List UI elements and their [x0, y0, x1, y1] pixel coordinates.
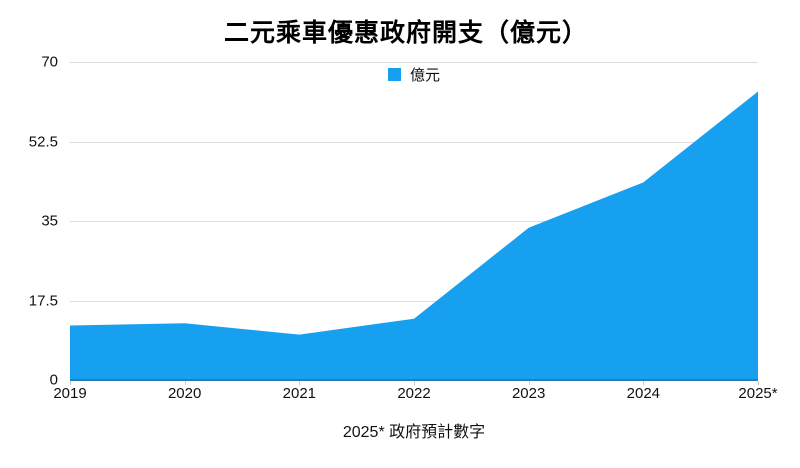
x-tick-label-2021: 2021: [282, 385, 317, 402]
y-tick-label-0: 0: [49, 371, 58, 389]
x-axis-line: [70, 379, 758, 381]
x-tick-label-2022: 2022: [397, 385, 431, 402]
area-series: [70, 91, 758, 380]
x-tick-mark: [414, 381, 415, 385]
x-tick-label-2019: 2019: [53, 385, 87, 402]
gridline-52.5: [70, 141, 758, 143]
x-tick-label-2024: 2024: [626, 385, 661, 402]
plot-area: [70, 62, 758, 381]
y-tick-label-35: 35: [41, 212, 58, 230]
x-tick-label-2020: 2020: [167, 385, 202, 402]
legend-swatch-icon: [387, 68, 401, 81]
x-tick-mark: [70, 381, 71, 385]
x-tick-mark: [184, 381, 186, 385]
legend-label: 億元: [409, 67, 440, 84]
area-series-shape: [70, 91, 758, 380]
x-tick-mark: [643, 381, 645, 385]
gridline-17.5: [70, 300, 758, 302]
x-tick-label-2025*: 2025*: [738, 385, 778, 402]
y-tick-label-52.5: 52.5: [28, 133, 58, 150]
y-axis-labels: 0 17.5 35 52.5 70: [0, 0, 58, 468]
chart-legend: 億元: [70, 64, 758, 85]
chart-title: 二元乘車優惠政府開支（億元）: [223, 19, 588, 47]
gridline-35: [70, 221, 758, 222]
x-tick-mark: [758, 381, 759, 385]
gridline-70: [70, 62, 758, 63]
y-tick-label-17.5: 17.5: [28, 292, 58, 309]
y-tick-label-70: 70: [41, 53, 58, 71]
x-tick-label-2023: 2023: [511, 385, 546, 402]
x-tick-mark: [299, 381, 301, 385]
footnote: 2025* 政府預計數字: [342, 424, 486, 441]
x-tick-mark: [528, 381, 530, 385]
